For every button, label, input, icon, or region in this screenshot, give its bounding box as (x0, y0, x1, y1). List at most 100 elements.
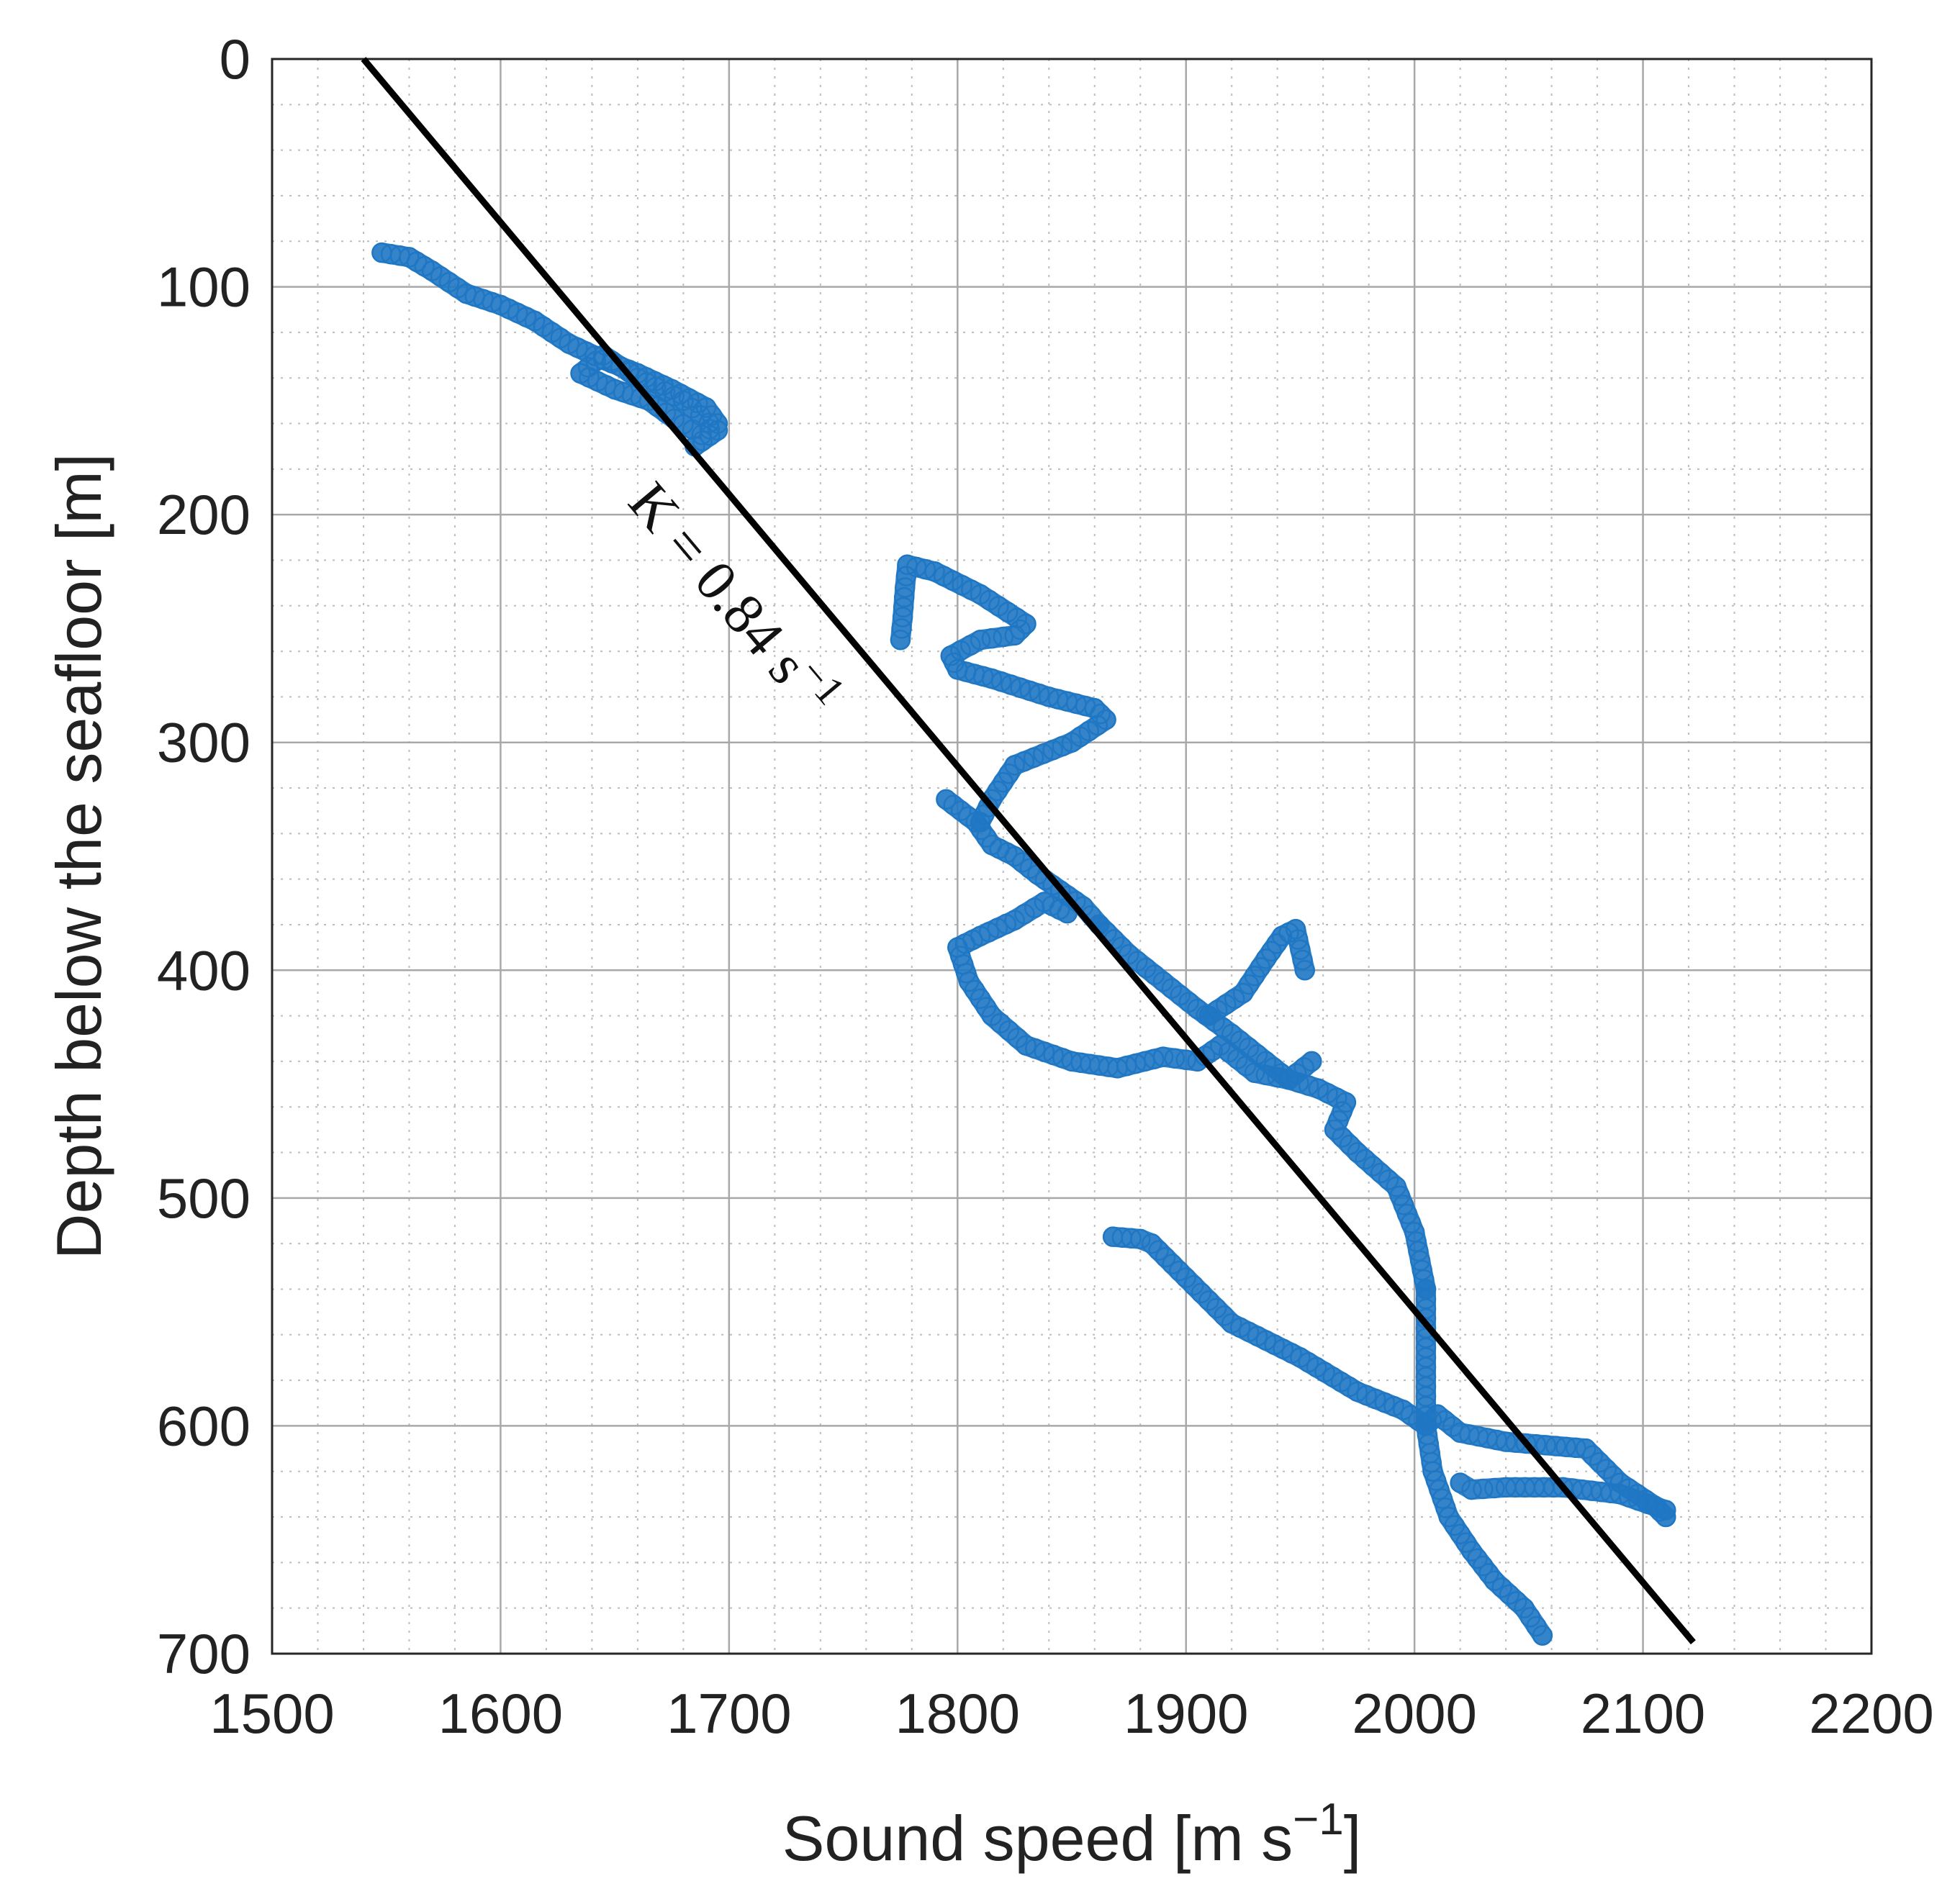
data-point (924, 561, 945, 582)
data-point (1566, 1437, 1586, 1459)
data-point (1206, 1297, 1227, 1319)
data-point (1339, 1134, 1360, 1156)
data-point (1308, 1078, 1329, 1100)
data-point (1535, 1435, 1556, 1456)
data-point (1183, 1274, 1204, 1296)
data-point (1288, 1072, 1309, 1093)
data-point (1347, 1142, 1368, 1163)
data-point (1575, 1438, 1597, 1459)
data-point (1545, 1436, 1566, 1456)
data-point (1495, 1431, 1517, 1452)
x-tick-label: 1900 (1124, 1682, 1249, 1745)
data-point (1582, 1445, 1603, 1466)
data-point (1019, 680, 1041, 702)
x-tick-label: 2000 (1352, 1682, 1477, 1745)
data-point (1435, 1497, 1456, 1518)
data-point (1483, 1570, 1505, 1591)
x-axis-label-superscript: −1 (1293, 1795, 1344, 1844)
data-point (1288, 929, 1309, 950)
data-point (943, 794, 964, 816)
data-point (1427, 1404, 1448, 1425)
data-point (950, 800, 972, 821)
data-point (892, 607, 913, 627)
y-tick-label: 700 (157, 1622, 250, 1685)
data-point (1415, 1415, 1437, 1436)
series-layer (371, 242, 1676, 1646)
x-tick-label: 1500 (209, 1682, 335, 1745)
data-point (1406, 1231, 1427, 1252)
data-point (1332, 1101, 1352, 1122)
data-point (942, 570, 964, 592)
data-point (1627, 1490, 1649, 1511)
data-point (1370, 1162, 1391, 1184)
y-tick-label: 300 (157, 711, 250, 774)
series-segment (947, 892, 1322, 1090)
data-point (1442, 1416, 1463, 1437)
data-point (1175, 1267, 1196, 1288)
data-point (1255, 1051, 1277, 1072)
data-point (1191, 1282, 1212, 1304)
data-point (1495, 1477, 1517, 1498)
data-point (1121, 1228, 1142, 1249)
data-point (1400, 1213, 1422, 1233)
data-point (891, 618, 912, 639)
data-point (1278, 1069, 1299, 1090)
data-point (1011, 852, 1033, 873)
data-point (993, 626, 1014, 648)
fit-line (361, 57, 1696, 1645)
data-point (1383, 1395, 1404, 1417)
data-point (895, 577, 916, 598)
data-point (1270, 1063, 1292, 1084)
data-point (1506, 1590, 1527, 1612)
y-axis-label: Depth below the seafloor [m] (43, 453, 114, 1259)
data-point (1164, 1048, 1186, 1069)
data-point (893, 597, 914, 618)
x-tick-label: 1700 (667, 1682, 792, 1745)
data-point (1214, 1305, 1234, 1326)
data-point (1386, 1176, 1406, 1197)
x-axis-label-end: ] (1344, 1803, 1361, 1874)
data-point (1421, 1410, 1442, 1431)
data-point (1646, 1496, 1667, 1518)
data-point (1016, 613, 1037, 635)
data-point (893, 586, 915, 608)
series-segment (1102, 1226, 1437, 1436)
data-point (1090, 703, 1111, 725)
data-point (1029, 683, 1050, 704)
y-tick-label: 500 (157, 1166, 250, 1230)
data-point (1052, 735, 1073, 757)
data-point (1408, 1241, 1429, 1261)
data-point (1461, 1479, 1482, 1500)
data-point (1148, 1240, 1169, 1261)
data-point (1450, 1472, 1471, 1493)
data-point (1515, 1433, 1537, 1454)
data-point (961, 579, 982, 600)
data-point (1001, 674, 1021, 695)
data-point (1532, 1625, 1553, 1646)
data-point (981, 627, 1003, 649)
data-point (1478, 1563, 1499, 1584)
data-point (1033, 743, 1054, 764)
data-point (1024, 897, 1045, 919)
data-point (890, 630, 911, 651)
x-tick-label: 1600 (438, 1682, 564, 1745)
data-point (1043, 1044, 1064, 1066)
data-point (1467, 1548, 1488, 1569)
y-tick-label: 0 (220, 27, 250, 91)
data-point (1555, 1436, 1576, 1457)
data-point (1061, 732, 1083, 753)
data-point (1347, 1381, 1368, 1403)
data-point (1505, 1477, 1526, 1498)
data-point (646, 376, 667, 398)
data-point (1499, 1584, 1520, 1605)
data-point (990, 671, 1012, 692)
data-point (1365, 1388, 1386, 1410)
data-point (1168, 1260, 1190, 1282)
data-point (952, 575, 972, 596)
data-point (1422, 1461, 1443, 1482)
data-point (1596, 1459, 1617, 1480)
data-point (1004, 625, 1025, 646)
data-point (1637, 1493, 1658, 1514)
data-point (1491, 1577, 1512, 1598)
